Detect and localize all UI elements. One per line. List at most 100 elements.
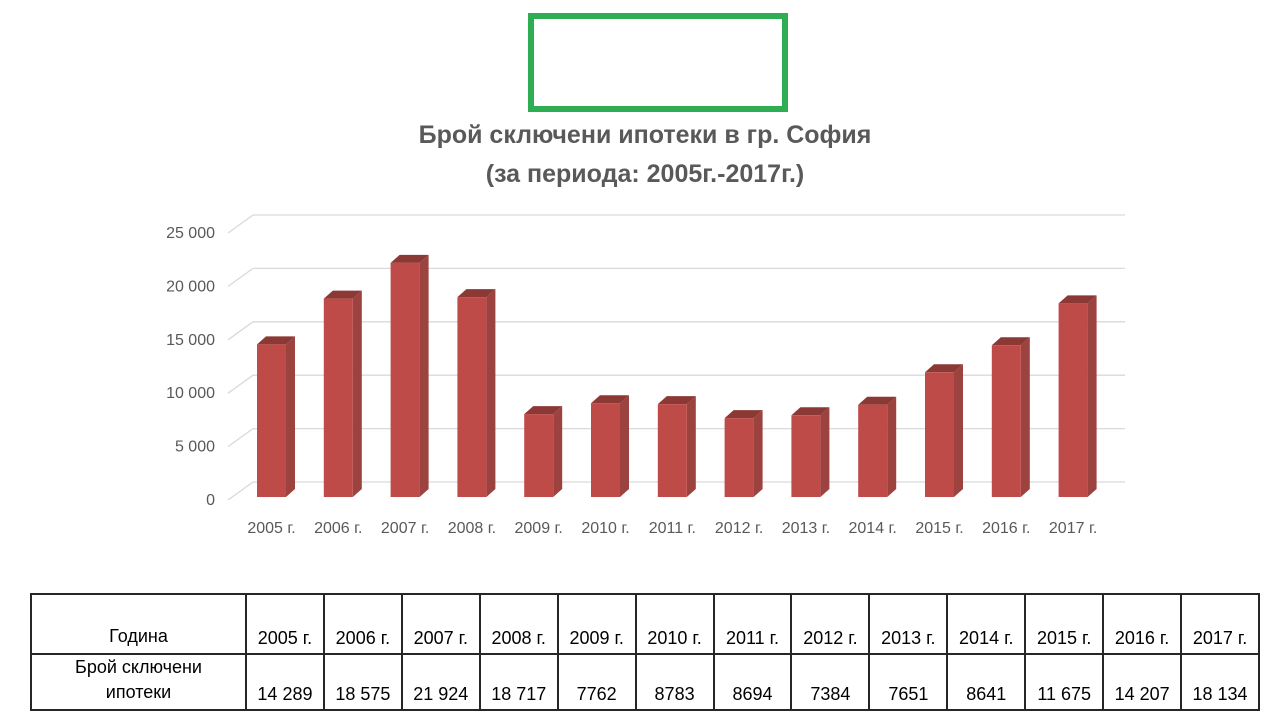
table-year-cell: 2014 г. [946, 593, 1027, 655]
data-table: Година 2005 г. 2006 г. 2007 г. 2008 г. 2009 … [30, 593, 1260, 711]
bar-front-face [858, 404, 888, 497]
table-year-cell: 2008 г. [478, 593, 559, 655]
bar-2011 [657, 396, 696, 497]
x-axis-category-label: 2016 г. [982, 520, 1030, 537]
bar-front-face [591, 403, 620, 497]
table-value-cell: 14 289 [245, 653, 325, 711]
y-axis-tick-label: 10 000 [166, 385, 215, 402]
gridline [227, 214, 1125, 234]
bar-top-face [991, 337, 1030, 346]
bar-front-face [925, 372, 954, 497]
annotation-rectangle [528, 13, 788, 112]
x-axis-category-label: 2013 г. [782, 520, 830, 537]
bar-2017 [1058, 295, 1097, 497]
y-axis-tick-label: 25 000 [166, 225, 215, 242]
bar-top-face [791, 407, 830, 416]
table-value-cell: 7651 [868, 653, 949, 711]
bar-front-face [1058, 303, 1088, 497]
bar-front-face [991, 345, 1021, 497]
bar-side-face [753, 410, 763, 497]
bar-side-face [486, 289, 496, 497]
bar-2012 [724, 410, 763, 497]
bar-2013 [791, 407, 830, 497]
bar-side-face [887, 396, 897, 497]
bar-front-face [390, 262, 420, 497]
y-axis-tick-label: 15 000 [166, 332, 215, 349]
bar-side-face [352, 290, 362, 497]
bar-side-face [954, 364, 963, 497]
table-value-cell: 18 575 [322, 653, 403, 711]
gridline [227, 374, 1125, 394]
bar-front-face [257, 344, 286, 497]
table-year-cell: 2016 г. [1102, 593, 1183, 655]
y-axis-tick-label: 5 000 [175, 439, 215, 456]
y-axis-tick-label: 20 000 [166, 278, 215, 295]
x-axis-category-label: 2007 г. [381, 520, 429, 537]
chart-title-line-1: Брой сключени ипотеки в гр. София [418, 121, 872, 149]
bar-front-face [724, 418, 754, 497]
bar-front-face [657, 404, 687, 497]
bar-top-face [591, 395, 629, 404]
bar-top-face [724, 410, 763, 419]
table-year-cell: 2006 г. [322, 593, 403, 655]
table-year-cell: 2009 г. [556, 593, 637, 655]
table-year-cell: 2017 г. [1180, 593, 1260, 655]
table-value-cell: 11 675 [1024, 653, 1105, 711]
table-value-cell: 18 717 [478, 653, 559, 711]
x-axis-category-label: 2011 г. [649, 520, 696, 537]
gridline [227, 267, 1125, 287]
bar-2014 [858, 396, 897, 497]
bar-top-face [457, 289, 496, 298]
bar-side-face [1087, 295, 1097, 497]
x-axis-category-label: 2008 г. [448, 520, 496, 537]
bar-top-face [323, 290, 362, 299]
x-axis-category-label: 2006 г. [314, 520, 362, 537]
table-row-label-count: Брой сключени ипотеки [30, 653, 247, 711]
bar-top-face [858, 396, 897, 405]
table-value-cell: 8783 [634, 653, 715, 711]
x-axis-category-label: 2017 г. [1049, 520, 1097, 537]
table-value-cell: 18 134 [1180, 653, 1260, 711]
bar-2015 [925, 364, 963, 497]
table-year-cell: 2011 г. [712, 593, 793, 655]
bar-top-face [390, 254, 429, 263]
bar-top-face [657, 396, 696, 405]
bar-front-face [791, 415, 821, 497]
bar-side-face [286, 336, 295, 497]
x-axis-category-label: 2005 г. [247, 520, 295, 537]
bar-top-face [1058, 295, 1097, 304]
table-value-cell: 8641 [946, 653, 1027, 711]
gridline [227, 321, 1125, 341]
bar-side-face [553, 406, 563, 497]
table-year-cell: 2012 г. [790, 593, 871, 655]
bar-2010 [591, 395, 629, 497]
table-year-cell: 2010 г. [634, 593, 715, 655]
bar-2005 [257, 336, 295, 497]
bar-2009 [524, 406, 563, 497]
bar-side-face [820, 407, 830, 497]
bar-side-face [1020, 337, 1030, 497]
table-header-row: Година 2005 г. 2006 г. 2007 г. 2008 г. 2009 … [30, 593, 1260, 655]
chart-title-line-2: (за периода: 2005г.-2017г.) [485, 160, 805, 188]
bar-top-face [925, 364, 963, 373]
bar-2006 [323, 290, 362, 497]
table-value-cell: 8694 [712, 653, 793, 711]
bar-front-face [323, 298, 353, 497]
mortgage-bar-chart: 0 5 000 10 000 15 000 20 000 25 000 2005 г. 200… [166, 214, 1125, 537]
bar-2007 [390, 254, 429, 497]
x-axis-category-label: 2010 г. [581, 520, 629, 537]
x-axis-category-label: 2015 г. [915, 520, 963, 537]
table-year-cell: 2007 г. [400, 593, 481, 655]
x-axis-category-label: 2012 г. [715, 520, 763, 537]
bar-side-face [686, 396, 696, 497]
chart-title: Брой сключени ипотеки в гр. София (за пе… [0, 116, 1280, 194]
table-year-cell: 2005 г. [245, 593, 325, 655]
bar-front-face [524, 414, 554, 497]
bar-side-face [620, 395, 629, 497]
bar-side-face [419, 254, 429, 497]
bar-top-face [257, 336, 295, 345]
bar-2016 [991, 337, 1030, 497]
table-value-cell: 7762 [556, 653, 637, 711]
table-value-row: Брой сключени ипотеки 14 289 18 575 21 924… [30, 653, 1260, 711]
